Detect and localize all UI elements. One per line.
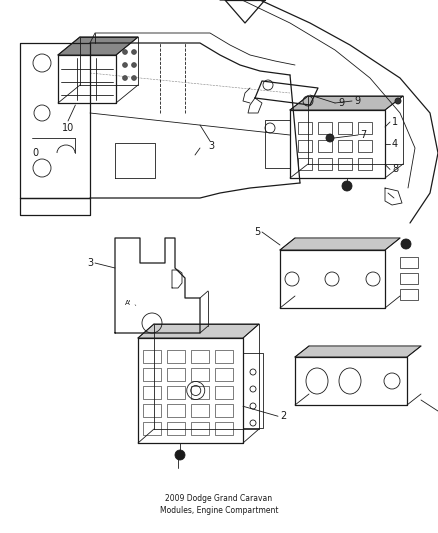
Bar [143, 368, 161, 381]
Text: 10: 10 [62, 123, 74, 133]
Text: 5: 5 [254, 227, 260, 237]
Circle shape [401, 239, 411, 249]
Bar [215, 386, 233, 399]
Text: 3: 3 [87, 258, 93, 268]
Text: 1: 1 [392, 117, 398, 127]
Text: 2: 2 [280, 411, 286, 421]
Bar [358, 122, 372, 134]
Circle shape [123, 50, 127, 54]
Bar [143, 404, 161, 417]
Bar [191, 386, 209, 399]
Text: `: ` [133, 305, 137, 311]
Bar [167, 350, 185, 363]
Text: 3: 3 [208, 141, 214, 151]
Bar [215, 368, 233, 381]
Bar [318, 140, 332, 152]
Bar [338, 122, 352, 134]
Bar [215, 350, 233, 363]
Circle shape [131, 50, 137, 54]
Circle shape [395, 98, 401, 104]
Polygon shape [295, 346, 421, 357]
Bar [318, 122, 332, 134]
Circle shape [131, 62, 137, 68]
Bar [298, 140, 312, 152]
Text: 7: 7 [360, 130, 366, 140]
Bar [400, 257, 418, 268]
Bar [338, 140, 352, 152]
Text: 9: 9 [354, 96, 360, 106]
Text: 0: 0 [32, 148, 38, 158]
Bar [318, 158, 332, 170]
Bar [215, 404, 233, 417]
Circle shape [131, 76, 137, 80]
Polygon shape [138, 324, 259, 338]
Bar [167, 368, 185, 381]
Bar [191, 368, 209, 381]
Circle shape [326, 134, 334, 142]
Bar [143, 386, 161, 399]
Text: A': A' [125, 300, 131, 306]
Bar [358, 158, 372, 170]
Polygon shape [290, 96, 403, 110]
Text: 8: 8 [392, 164, 398, 174]
Bar [400, 289, 418, 300]
Polygon shape [58, 37, 138, 55]
Bar [167, 404, 185, 417]
Bar [400, 273, 418, 284]
Text: 2009 Dodge Grand Caravan
Modules, Engine Compartment: 2009 Dodge Grand Caravan Modules, Engine… [160, 494, 278, 515]
Bar [191, 404, 209, 417]
Bar [167, 422, 185, 435]
Circle shape [123, 76, 127, 80]
Bar [338, 158, 352, 170]
Bar [298, 122, 312, 134]
Circle shape [175, 450, 185, 460]
Bar [298, 158, 312, 170]
Bar [358, 140, 372, 152]
Bar [167, 386, 185, 399]
Bar [191, 422, 209, 435]
Polygon shape [280, 238, 400, 250]
Bar [143, 350, 161, 363]
Circle shape [123, 62, 127, 68]
Text: 4: 4 [392, 139, 398, 149]
Text: 9: 9 [338, 98, 344, 108]
Bar [215, 422, 233, 435]
Bar [191, 350, 209, 363]
Circle shape [342, 181, 352, 191]
Bar [143, 422, 161, 435]
